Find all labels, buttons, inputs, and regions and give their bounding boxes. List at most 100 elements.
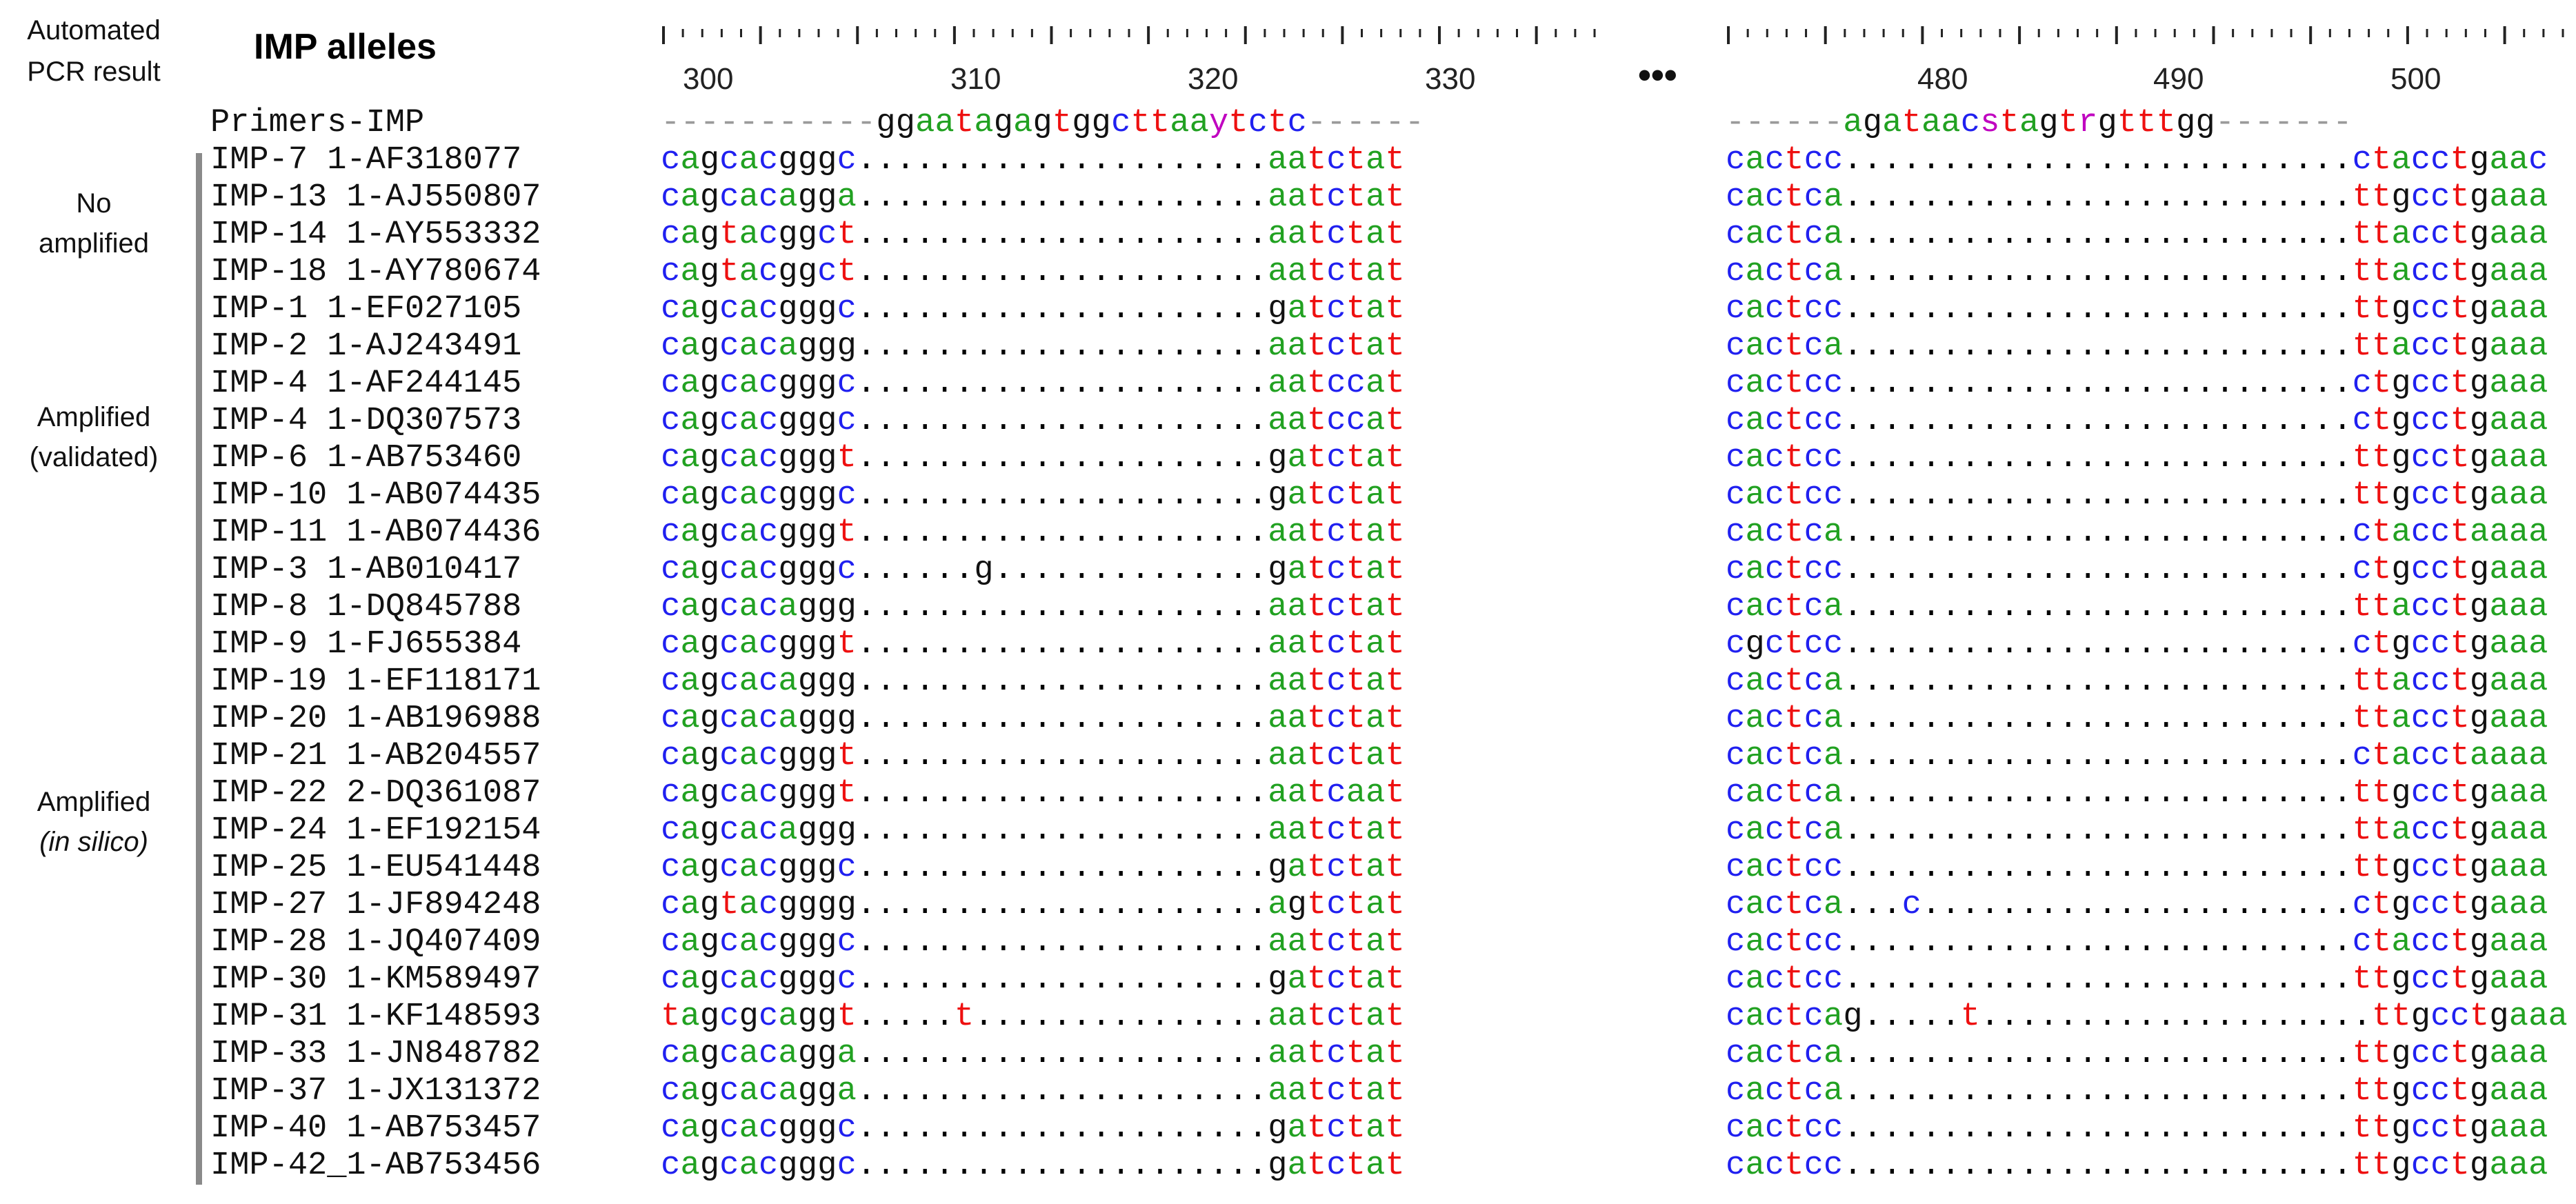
base-char: . [2019,1110,2039,1147]
base-char: t [1306,217,1327,253]
base-char: . [954,1110,975,1147]
base-char: a [1287,663,1307,700]
base-char: . [1843,1110,1863,1147]
base-char: c [719,626,739,663]
base-char: . [2156,514,2176,551]
base-char: a [837,1036,857,1072]
base-char: . [1980,179,2000,216]
base-char: . [1921,142,1941,179]
base-char: . [1130,924,1150,961]
base-char: - [2215,105,2235,141]
base-char: . [2254,850,2274,886]
base-char: . [1032,589,1052,625]
base-char: . [1170,775,1190,812]
base-char: . [2195,552,2215,588]
base-char: . [2039,1110,2059,1147]
base-char: c [2430,961,2450,998]
base-char: a [2508,552,2528,588]
base-char: . [2097,254,2117,290]
base-char: . [1150,217,1170,253]
base-char: t [1306,514,1327,551]
base-char: . [2235,1073,2255,1110]
sequence-segment: cactca..........................ttacctga… [1726,812,2548,850]
base-char: g [817,1036,837,1072]
base-char: . [856,738,877,774]
base-char: . [2333,403,2353,439]
base-char: . [1228,328,1248,365]
base-char: . [876,365,896,402]
base-char: . [2274,924,2294,961]
base-char: c [1764,514,1785,551]
base-char: . [2156,738,2176,774]
base-char: . [2156,477,2176,514]
base-char: . [876,701,896,737]
base-char: t [1784,999,1804,1035]
base-char: c [2352,887,2372,923]
base-char: . [2137,1147,2157,1184]
base-char: . [1248,626,1268,663]
base-char: . [2254,291,2274,328]
base-char: g [2469,663,2490,700]
base-char: . [1032,1110,1052,1147]
base-char: a [680,812,700,849]
base-char: a [2489,738,2509,774]
base-char: . [2313,552,2333,588]
base-char: . [2078,328,2098,365]
base-char: . [974,403,994,439]
base-char: . [1901,142,1921,179]
base-char: . [1921,812,1941,849]
base-char: . [1209,440,1229,476]
base-char: g [2391,961,2411,998]
base-char: . [2333,812,2353,849]
base-char: . [915,775,935,812]
allele-name: IMP-1 1-EF027105 [210,291,522,328]
sequence-segment: cagcacaggg.....................aatctat [661,663,1405,701]
allele-name: IMP-18 1-AY780674 [210,254,541,290]
sequence-segment: cactcag.....t....................ttgcctg… [1726,999,2568,1036]
base-char: c [719,663,739,700]
base-char: . [2117,291,2137,328]
base-char: t [1385,775,1405,812]
base-char: - [1745,105,1765,141]
base-char: . [915,1036,935,1072]
base-char: . [2117,254,2137,290]
base-char: . [2058,179,2078,216]
base-char: . [2078,589,2098,625]
base-char: . [2156,924,2176,961]
base-char: . [1941,701,1961,737]
base-char: a [680,1036,700,1072]
base-char: . [2254,589,2274,625]
base-char: . [2215,701,2235,737]
base-char: . [1013,1147,1033,1184]
base-char: . [2235,217,2255,253]
allele-name: IMP-9 1-FJ655384 [210,626,522,663]
base-char: . [1960,328,1980,365]
base-char: . [1111,514,1131,551]
base-char: g [699,887,720,923]
base-char: a [1366,1036,1386,1072]
base-char: a [1366,477,1386,514]
base-char: c [837,142,857,179]
base-char: c [1804,850,1824,886]
base-char: . [1189,514,1209,551]
base-char: . [2097,1110,2117,1147]
base-char: . [1052,179,1072,216]
allele-name: IMP-7 1-AF318077 [210,142,522,179]
base-char: t [1385,1147,1405,1184]
base-char: . [895,663,915,700]
base-char: . [1960,626,1980,663]
base-char: . [1228,663,1248,700]
base-char: . [1111,589,1131,625]
base-char: g [817,142,837,179]
base-char: c [1804,812,1824,849]
base-char: . [2333,738,2353,774]
base-char: . [1248,999,1268,1035]
base-char: . [1980,701,2000,737]
base-char: . [915,961,935,998]
base-char: . [856,179,877,216]
group-bracket-validated [196,302,202,563]
base-char: t [1306,179,1327,216]
base-char: a [680,179,700,216]
base-char: . [895,589,915,625]
base-char: . [876,1073,896,1110]
